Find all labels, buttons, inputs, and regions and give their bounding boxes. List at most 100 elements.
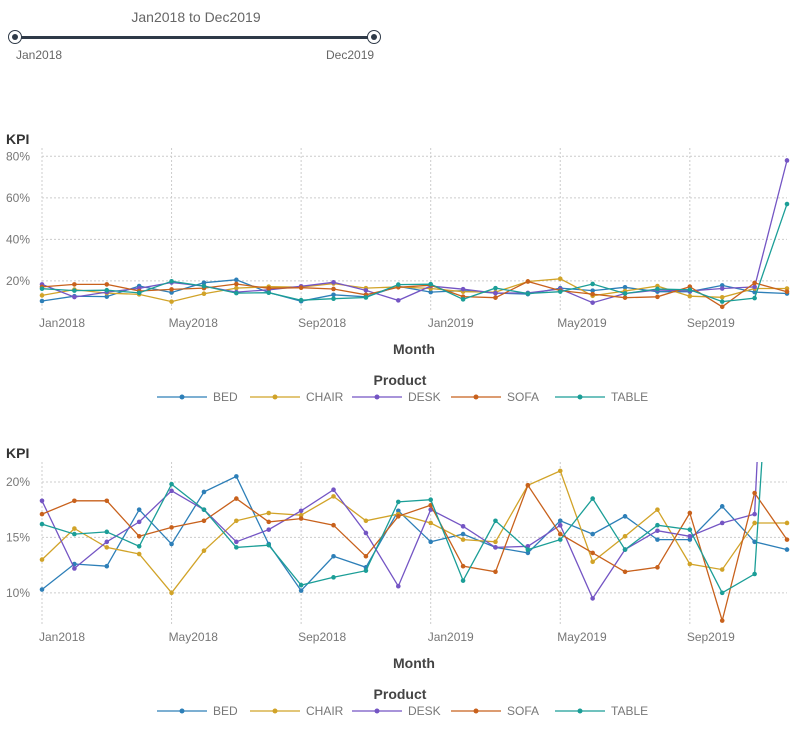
legend-label: DESK <box>408 704 441 718</box>
data-point-chair <box>719 294 725 300</box>
data-point-table <box>72 531 77 537</box>
data-point-sofa <box>331 522 336 528</box>
data-point-bed <box>525 550 531 556</box>
legend-item-desk[interactable]: DESK <box>352 704 441 718</box>
data-point-bed <box>622 514 628 519</box>
data-point-table <box>104 287 110 293</box>
data-point-chair <box>687 561 693 567</box>
data-point-bed <box>784 547 790 552</box>
data-point-table <box>428 497 433 503</box>
data-point-table <box>590 281 595 287</box>
x-tick-label: Sep2018 <box>298 316 346 330</box>
y-axis-title: KPI <box>6 445 29 461</box>
data-point-sofa <box>298 285 304 291</box>
data-point-chair <box>169 299 174 304</box>
data-point-table <box>396 499 401 505</box>
data-point-table <box>331 296 336 302</box>
legend-label: SOFA <box>507 704 539 718</box>
legend-item-sofa[interactable]: SOFA <box>451 704 539 718</box>
legend-item-desk[interactable]: DESK <box>352 390 441 404</box>
data-point-table <box>687 527 693 532</box>
data-point-sofa <box>104 282 110 287</box>
data-point-table <box>266 290 272 295</box>
slider-start-label: Jan2018 <box>16 48 63 62</box>
legend-swatch-marker <box>272 708 278 714</box>
data-point-table <box>525 291 531 296</box>
date-range-slider-track[interactable] <box>16 36 376 39</box>
data-point-table <box>460 297 466 302</box>
legend-item-bed[interactable]: BED <box>157 704 238 718</box>
data-point-desk <box>266 527 272 532</box>
data-point-sofa <box>655 565 660 570</box>
slider-start-handle[interactable] <box>8 30 22 44</box>
data-point-table <box>298 582 304 588</box>
legend-item-bed[interactable]: BED <box>157 390 238 404</box>
chart-2: 10% 15% 20% Jan2018 May2018 Sep2018 Jan2019 May… <box>6 69 790 718</box>
data-point-bed <box>331 292 336 298</box>
data-point-sofa <box>590 550 595 556</box>
data-point-table <box>557 537 563 542</box>
data-point-sofa <box>72 498 77 504</box>
data-point-desk <box>460 286 466 292</box>
legend-item-chair[interactable]: CHAIR <box>250 390 344 404</box>
data-point-sofa <box>525 482 531 488</box>
data-point-bed <box>622 284 628 290</box>
data-point-chair <box>201 291 207 297</box>
legend-item-table[interactable]: TABLE <box>555 390 648 404</box>
legend-item-chair[interactable]: CHAIR <box>250 704 344 718</box>
data-point-sofa <box>234 281 239 287</box>
data-point-table <box>363 568 369 573</box>
legend-label: CHAIR <box>306 704 344 718</box>
data-point-chair <box>136 551 142 557</box>
data-point-chair <box>234 285 239 291</box>
data-point-chair <box>655 507 660 512</box>
data-point-table <box>201 283 207 289</box>
data-point-table <box>785 69 790 74</box>
data-point-table <box>266 542 272 548</box>
data-point-desk <box>557 522 563 528</box>
legend-item-sofa[interactable]: SOFA <box>451 390 539 404</box>
x-tick-label: May2018 <box>169 630 219 644</box>
data-point-table <box>136 290 142 296</box>
data-point-desk <box>719 520 725 526</box>
data-point-chair <box>590 559 595 565</box>
data-point-desk <box>396 298 401 303</box>
x-tick-label: Jan2019 <box>428 316 474 330</box>
legend-item-table[interactable]: TABLE <box>555 704 648 718</box>
data-point-bed <box>201 489 207 495</box>
data-point-bed <box>39 587 45 592</box>
legend-label: CHAIR <box>306 390 344 404</box>
series-line-desk <box>41 160 788 304</box>
data-point-table <box>396 282 401 287</box>
data-point-chair <box>72 526 77 531</box>
x-tick-label: Jan2018 <box>39 630 85 644</box>
data-point-desk <box>396 583 401 589</box>
data-point-desk <box>363 530 369 536</box>
slider-end-handle[interactable] <box>367 30 381 44</box>
data-point-chair <box>39 557 45 562</box>
data-point-table <box>234 290 239 296</box>
data-point-chair <box>331 494 336 499</box>
data-point-bed <box>39 298 45 304</box>
data-point-table <box>39 521 45 527</box>
data-point-sofa <box>234 496 239 501</box>
data-point-bed <box>428 289 433 295</box>
data-point-bed <box>234 474 239 479</box>
data-point-bed <box>752 539 757 545</box>
data-point-desk <box>752 511 757 517</box>
x-tick-label: Sep2019 <box>687 630 735 644</box>
data-point-chair <box>557 276 563 282</box>
x-tick-label: Sep2018 <box>298 630 346 644</box>
data-point-desk <box>719 286 725 291</box>
data-point-chair <box>39 293 45 298</box>
series-group <box>39 158 790 310</box>
data-point-desk <box>784 158 790 163</box>
data-point-chair <box>428 520 433 526</box>
legend-label: BED <box>213 704 238 718</box>
series-line-sofa <box>41 483 788 624</box>
data-point-chair <box>234 518 239 524</box>
data-point-sofa <box>719 304 725 310</box>
series-line-chair <box>41 470 787 594</box>
data-point-desk <box>590 300 595 305</box>
